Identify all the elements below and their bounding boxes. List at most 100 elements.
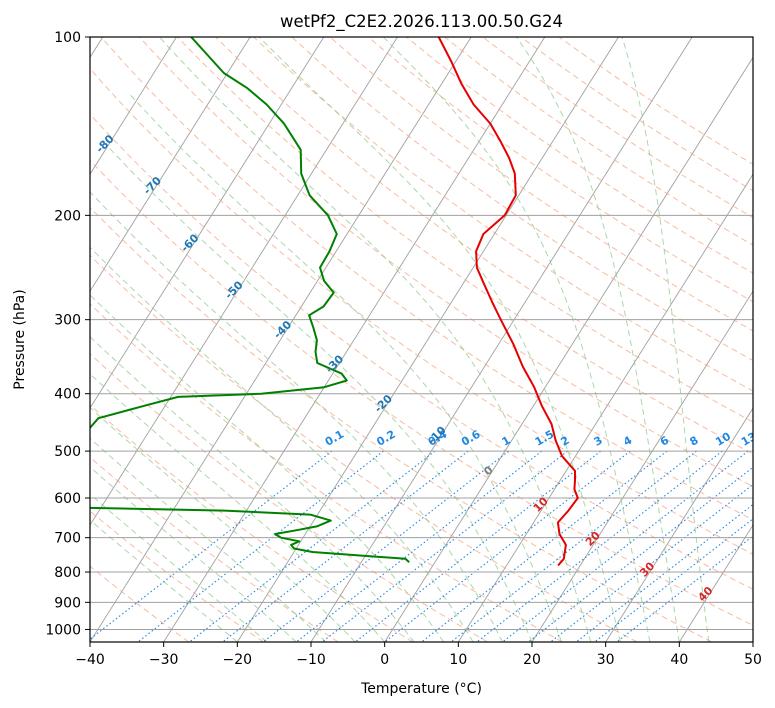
moist-adiabat	[90, 246, 474, 642]
x-tick-label: −10	[296, 652, 326, 668]
moist-adiabat	[90, 294, 445, 642]
mixing-ratio-line	[189, 450, 436, 642]
isotherm-line	[678, 524, 753, 642]
isotherm-line	[90, 37, 472, 642]
moist-adiabat	[90, 191, 503, 642]
dry-adiabat	[90, 303, 563, 642]
mixing-ratio-label: 13	[739, 430, 759, 449]
y-tick-label: 700	[54, 531, 81, 547]
dry-adiabat	[90, 206, 712, 642]
dewpoint-profile	[90, 37, 410, 563]
isotherm-line	[90, 37, 177, 176]
moist-adiabat	[258, 37, 621, 642]
y-tick-label: 600	[54, 491, 81, 507]
isotherm-line	[605, 407, 753, 642]
x-tick-label: −40	[75, 652, 105, 668]
plot-frame	[89, 36, 754, 643]
moist-adiabat	[90, 373, 386, 642]
y-tick-label: 900	[54, 595, 81, 611]
mixing-ratio-line	[354, 450, 602, 642]
isotherm-line	[752, 641, 753, 642]
x-axis-label: Temperature (°C)	[360, 681, 482, 697]
dry-adiabat	[291, 37, 753, 362]
y-tick-label: 200	[54, 208, 81, 224]
moist-adiabat	[102, 140, 533, 642]
isotherm-line	[384, 56, 753, 642]
mixing-ratio-label: 10	[713, 430, 733, 449]
isotherm-line	[90, 37, 398, 526]
isotherm-line	[163, 37, 546, 642]
isotherm-line	[531, 290, 753, 642]
isotherm-label-zero: 0	[481, 463, 496, 478]
isotherm-label: -20	[372, 392, 395, 415]
mixing-ratio-line	[262, 450, 509, 642]
dry-adiabat	[90, 565, 190, 642]
mixing-ratio-line	[616, 535, 753, 642]
moist-adiabat	[129, 94, 562, 642]
mixing-ratio-label: 0.2	[374, 428, 397, 449]
isotherm-label: 40	[695, 584, 715, 604]
mixing-ratio-label: 16	[765, 430, 775, 449]
dry-adiabat	[367, 37, 753, 303]
isotherm-label: -90	[45, 92, 68, 115]
isotherm-label: 20	[583, 529, 603, 549]
dry-adiabat	[90, 510, 264, 642]
mixing-ratio-label: 0.1	[323, 428, 346, 449]
dry-adiabat	[558, 37, 753, 165]
moist-adiabat	[90, 437, 327, 642]
dry-adiabat	[90, 113, 753, 590]
isotherm-line	[310, 37, 693, 642]
x-tick-label: −20	[223, 652, 253, 668]
x-tick-label: 30	[597, 652, 615, 668]
y-axis-label: Pressure (hPa)	[12, 289, 28, 389]
moist-adiabat	[90, 519, 238, 642]
isotherm-label: -50	[222, 278, 245, 301]
dry-adiabat	[90, 353, 488, 642]
y-axis: 100 200 300 400 500 600 700 800 900 1000	[45, 30, 90, 638]
dry-adiabat	[90, 404, 414, 642]
y-tick-label: 100	[54, 30, 81, 46]
data-lines	[90, 37, 579, 567]
y-tick-label: 800	[54, 565, 81, 581]
dry-adiabat	[90, 159, 753, 627]
mixing-ratio-line	[502, 450, 749, 642]
mixing-ratio-line	[476, 450, 723, 642]
isotherm-line	[90, 37, 325, 409]
moist-adiabat	[90, 335, 415, 642]
x-tick-label: 20	[523, 652, 541, 668]
y-tick-label: 300	[54, 313, 81, 329]
dry-adiabat	[215, 37, 753, 423]
y-tick-label: 1000	[45, 622, 81, 638]
isotherm-label: -100	[0, 51, 21, 80]
dry-adiabat	[329, 37, 753, 332]
x-tick-label: 50	[744, 652, 762, 668]
mixing-ratio-line	[575, 503, 753, 642]
moist-adiabat	[516, 37, 680, 642]
mixing-ratio-line	[421, 450, 668, 642]
y-tick-label: 400	[54, 387, 81, 403]
mixing-ratio-label: 0.6	[459, 428, 483, 449]
x-tick-label: 10	[449, 652, 467, 668]
dry-adiabat	[90, 67, 753, 555]
mixing-ratio-line	[450, 450, 697, 642]
dry-adiabat	[90, 254, 638, 642]
x-tick-label: −30	[149, 652, 179, 668]
moist-adiabat	[90, 466, 297, 642]
dry-adiabat	[177, 37, 753, 455]
x-tick-label: 40	[670, 652, 688, 668]
background-lines	[90, 37, 753, 642]
moist-adiabat	[90, 406, 356, 642]
moist-adiabat	[382, 37, 651, 642]
isotherm-label: -30	[323, 352, 346, 375]
y-tick-label: 500	[54, 444, 81, 460]
mixing-ratio-line	[295, 450, 543, 642]
moist-adiabat	[90, 493, 268, 642]
mixing-ratio-line	[222, 450, 469, 642]
chart-title: wetPf2_C2E2.2026.113.00.50.G24	[280, 12, 563, 32]
isotherm-label: -40	[271, 318, 294, 341]
mixing-ratio-line	[594, 518, 753, 642]
dry-adiabat	[90, 456, 339, 642]
isotherm-label: -60	[178, 231, 201, 254]
mixing-ratio-label: 4	[621, 433, 634, 448]
